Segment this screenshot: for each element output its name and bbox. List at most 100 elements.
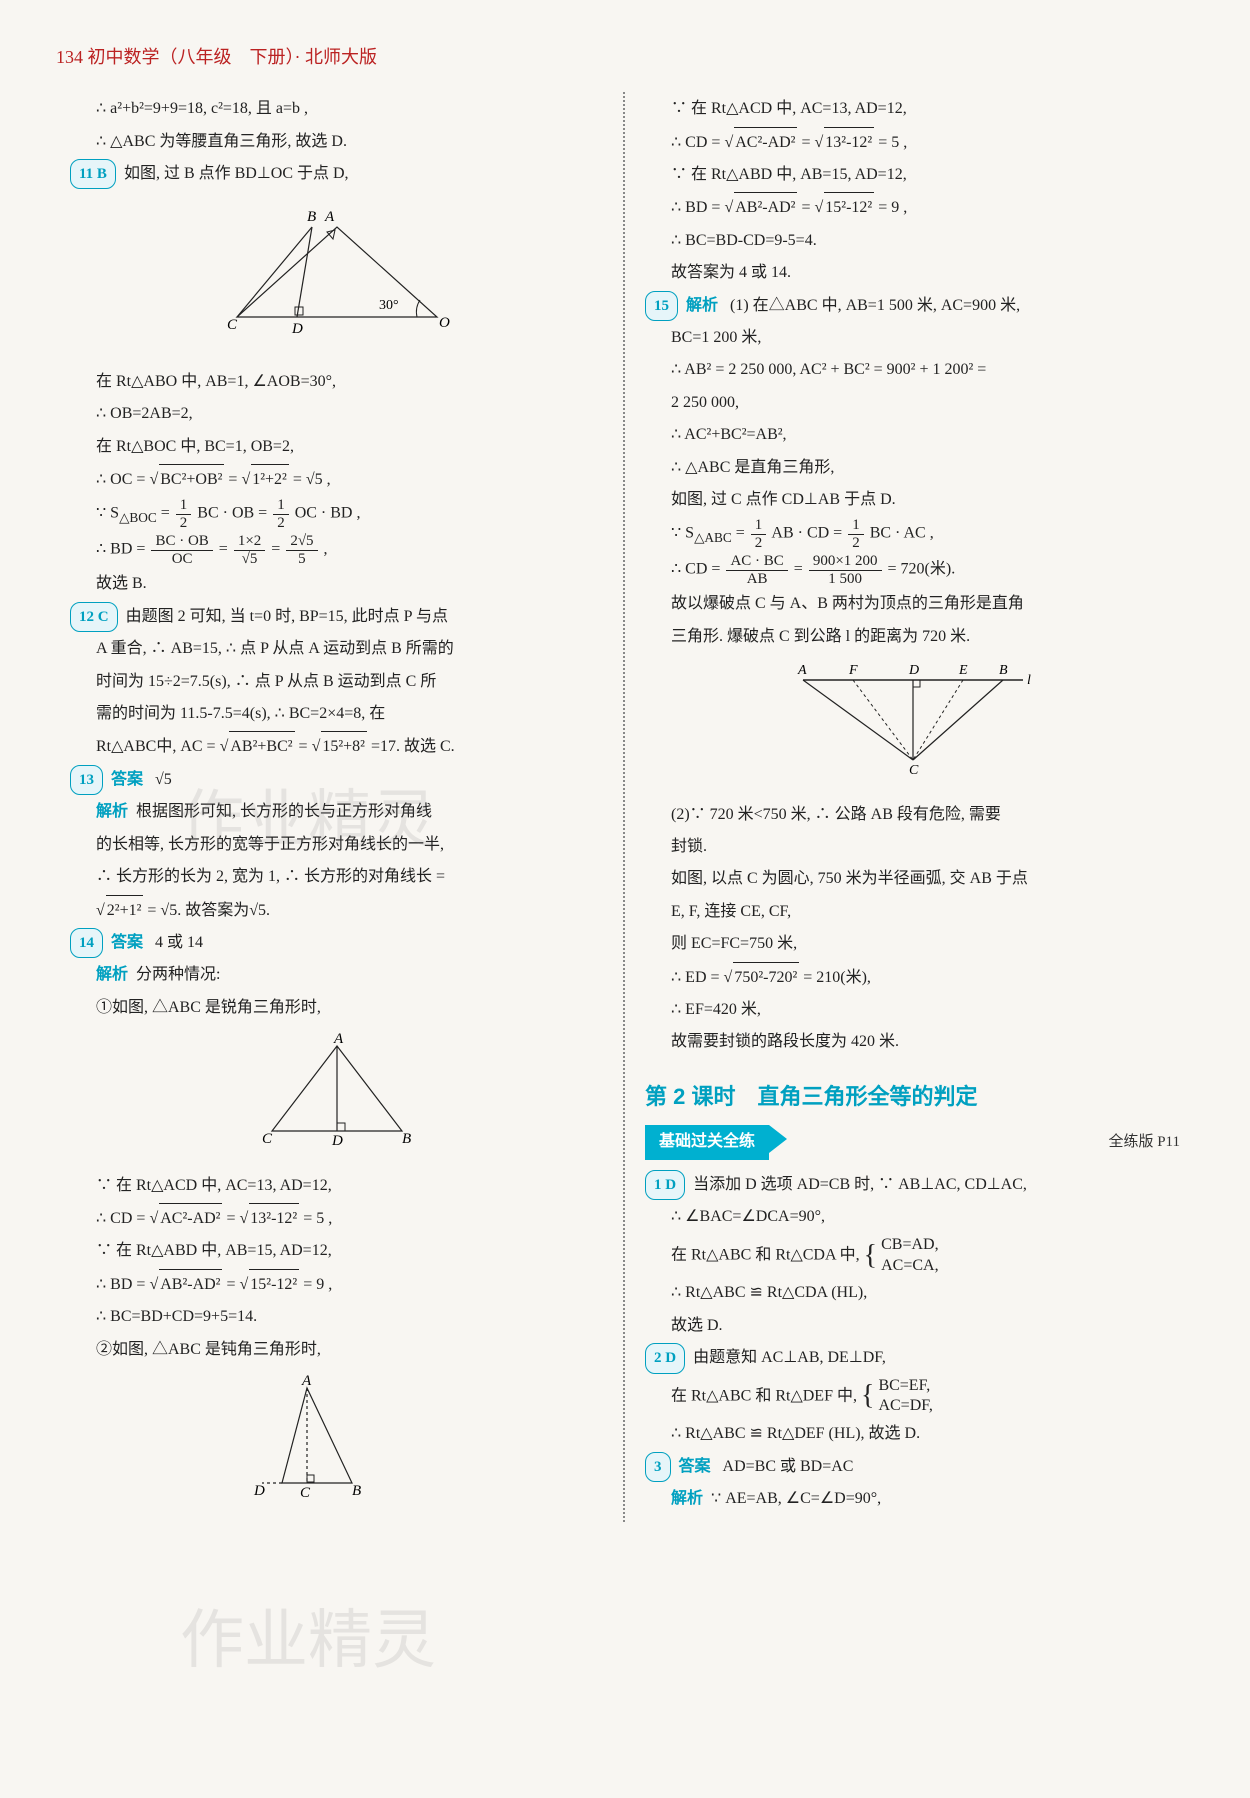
q14: 14 答案 4 或 14	[70, 928, 603, 959]
text-line: 时间为 15÷2=7.5(s), ∴ 点 P 从点 B 运动到点 C 所	[70, 667, 603, 697]
text-line: 在 Rt△BOC 中, BC=1, OB=2,	[70, 432, 603, 462]
svg-text:l: l	[1027, 673, 1031, 688]
text-line: ∵ 在 Rt△ABD 中, AB=15, AD=12,	[70, 1236, 603, 1266]
question-number: 3	[645, 1452, 671, 1483]
text-line: 在 Rt△ABC 和 Rt△DEF 中, { BC=EF, AC=DF,	[645, 1376, 1180, 1418]
watermark: 作业精灵	[180, 1580, 436, 1702]
text-line: 需的时间为 11.5-7.5=4(s), ∴ BC=2×4=8, 在	[70, 699, 603, 729]
question-number: 13	[70, 765, 103, 796]
text-line: ∴ BD = BC · OBOC = 1×2√5 = 2√55 ,	[70, 533, 603, 567]
banner-label: 基础过关全练	[645, 1125, 769, 1159]
text-line: ∵ 在 Rt△ACD 中, AC=13, AD=12,	[70, 1171, 603, 1201]
page-ref: 全练版 P11	[1108, 1128, 1180, 1157]
text-line: 故以爆破点 C 与 A、B 两村为顶点的三角形是直角	[645, 589, 1180, 619]
text-line: A 重合, ∴ AB=15, ∴ 点 P 从点 A 运动到点 B 所需的	[70, 634, 603, 664]
figure-14b: A D C B	[70, 1373, 603, 1514]
svg-text:C: C	[227, 317, 238, 333]
text-line: ∴ Rt△ABC ≌ Rt△CDA (HL),	[645, 1278, 1180, 1308]
svg-text:D: D	[331, 1133, 343, 1149]
text-line: 故答案为 4 或 14.	[645, 258, 1180, 288]
text-line: ∵ 在 Rt△ABD 中, AB=15, AD=12,	[645, 160, 1180, 190]
text: 由题图 2 可知, 当 t=0 时, BP=15, 此时点 P 与点	[126, 608, 448, 625]
svg-text:B: B	[999, 663, 1008, 678]
text-line: ∴ BD = √AB²-AD² = √15²-12² = 9 ,	[645, 192, 1180, 223]
text-line: ∴ BD = √AB²-AD² = √15²-12² = 9 ,	[70, 1269, 603, 1300]
answer: AD=BC 或 BD=AC	[723, 1458, 854, 1475]
text-line: ∴ OC = √BC²+OB² = √1²+2² = √5 ,	[70, 464, 603, 495]
text-line: E, F, 连接 CE, CF,	[645, 897, 1180, 927]
text-line: 故选 D.	[645, 1311, 1180, 1341]
angle-label: 30°	[379, 298, 399, 313]
question-number: 12 C	[70, 602, 118, 633]
content-columns: ∴ a²+b²=9+9=18, c²=18, 且 a=b , ∴ △ABC 为等…	[50, 92, 1200, 1522]
text-line: 如图, 以点 C 为圆心, 750 米为半径画弧, 交 AB 于点	[645, 864, 1180, 894]
answer-label: 答案	[111, 934, 143, 951]
figure-14a: A C D B	[70, 1031, 603, 1162]
text-line: 2 250 000,	[645, 388, 1180, 418]
answer: √5	[155, 771, 172, 788]
q11: 11 B 如图, 过 B 点作 BD⊥OC 于点 D,	[70, 159, 603, 190]
question-number: 15	[645, 291, 678, 322]
section-title: 第 2 课时 直角三角形全等的判定	[645, 1076, 1180, 1118]
text-line: 在 Rt△ABO 中, AB=1, ∠AOB=30°,	[70, 367, 603, 397]
text-line: ∴ △ABC 是直角三角形,	[645, 453, 1180, 483]
answer: 4 或 14	[155, 934, 203, 951]
question-number: 11 B	[70, 159, 116, 190]
text-line: 解析分两种情况:	[70, 960, 603, 990]
question-number: 14	[70, 928, 103, 959]
text-line: 则 EC=FC=750 米,	[645, 929, 1180, 959]
svg-text:A: A	[333, 1031, 344, 1047]
text-line: 解析根据图形可知, 长方形的长与正方形对角线	[70, 797, 603, 827]
text: 当添加 D 选项 AD=CB 时, ∵ AB⊥AC, CD⊥AC,	[693, 1176, 1027, 1193]
text-line: ∴ AB² = 2 250 000, AC² + BC² = 900² + 1 …	[645, 355, 1180, 385]
text-line: 三角形. 爆破点 C 到公路 l 的距离为 720 米.	[645, 622, 1180, 652]
text-line: ∴ Rt△ABC ≌ Rt△DEF (HL), 故选 D.	[645, 1419, 1180, 1449]
text-line: ∴ BC=BD-CD=9-5=4.	[645, 226, 1180, 256]
svg-text:A: A	[301, 1373, 312, 1389]
text-line: 故选 B.	[70, 569, 603, 599]
text-line: Rt△ABC中, AC = √AB²+BC² = √15²+8² =17. 故选…	[70, 731, 603, 762]
answer-label: 答案	[679, 1458, 711, 1475]
q2: 2 D 由题意知 AC⊥AB, DE⊥DF,	[645, 1343, 1180, 1374]
text-line: ∴ EF=420 米,	[645, 995, 1180, 1025]
text-line: ∵ S△ABC = 12 AB · CD = 12 BC · AC ,	[645, 517, 1180, 551]
figure-15: A F D E B l C	[645, 660, 1180, 791]
text-line: ②如图, △ABC 是钝角三角形时,	[70, 1335, 603, 1365]
svg-text:A: A	[324, 209, 335, 225]
page-header: 134 初中数学（八年级 下册）· 北师大版	[50, 40, 1200, 74]
svg-text:D: D	[253, 1483, 265, 1499]
text-line: (2)∵ 720 米<750 米, ∴ 公路 AB 段有危险, 需要	[645, 800, 1180, 830]
svg-text:D: D	[908, 663, 919, 678]
svg-text:E: E	[958, 663, 968, 678]
text-line: ∴ CD = √AC²-AD² = √13²-12² = 5 ,	[645, 127, 1180, 158]
svg-text:A: A	[797, 663, 807, 678]
text-line: BC=1 200 米,	[645, 323, 1180, 353]
text-line: 在 Rt△ABC 和 Rt△CDA 中, { CB=AD, AC=CA,	[645, 1235, 1180, 1277]
q1: 1 D 当添加 D 选项 AD=CB 时, ∵ AB⊥AC, CD⊥AC,	[645, 1170, 1180, 1201]
svg-text:C: C	[300, 1485, 311, 1501]
text-line: ∴ CD = AC · BCAB = 900×1 2001 500 = 720(…	[645, 553, 1180, 587]
text: (1) 在△ABC 中, AB=1 500 米, AC=900 米,	[730, 297, 1020, 314]
text: 如图, 过 B 点作 BD⊥OC 于点 D,	[124, 165, 349, 182]
text-line: 解析∵ AE=AB, ∠C=∠D=90°,	[645, 1484, 1180, 1514]
svg-text:C: C	[262, 1131, 273, 1147]
text-line: ∴ BC=BD+CD=9+5=14.	[70, 1302, 603, 1332]
svg-text:F: F	[848, 663, 858, 678]
text-line: ∴ AC²+BC²=AB²,	[645, 420, 1180, 450]
q3: 3 答案 AD=BC 或 BD=AC	[645, 1452, 1180, 1483]
text-line: ∴ 长方形的长为 2, 宽为 1, ∴ 长方形的对角线长 =	[70, 862, 603, 892]
label: 解析	[686, 297, 718, 314]
q15: 15 解析 (1) 在△ABC 中, AB=1 500 米, AC=900 米,	[645, 291, 1180, 322]
text-line: ∵ 在 Rt△ACD 中, AC=13, AD=12,	[645, 94, 1180, 124]
svg-text:C: C	[909, 763, 919, 778]
question-number: 2 D	[645, 1343, 685, 1374]
text-line: 封锁.	[645, 832, 1180, 862]
text-line: 故需要封锁的路段长度为 420 米.	[645, 1027, 1180, 1057]
text-line: ∴ ∠BAC=∠DCA=90°,	[645, 1202, 1180, 1232]
q12: 12 C 由题图 2 可知, 当 t=0 时, BP=15, 此时点 P 与点	[70, 602, 603, 633]
text-line: 的长相等, 长方形的宽等于正方形对角线长的一半,	[70, 830, 603, 860]
text-line: ∴ a²+b²=9+9=18, c²=18, 且 a=b ,	[70, 94, 603, 124]
q13: 13 答案 √5	[70, 765, 603, 796]
svg-text:B: B	[352, 1483, 361, 1499]
left-column: ∴ a²+b²=9+9=18, c²=18, 且 a=b , ∴ △ABC 为等…	[50, 92, 625, 1522]
